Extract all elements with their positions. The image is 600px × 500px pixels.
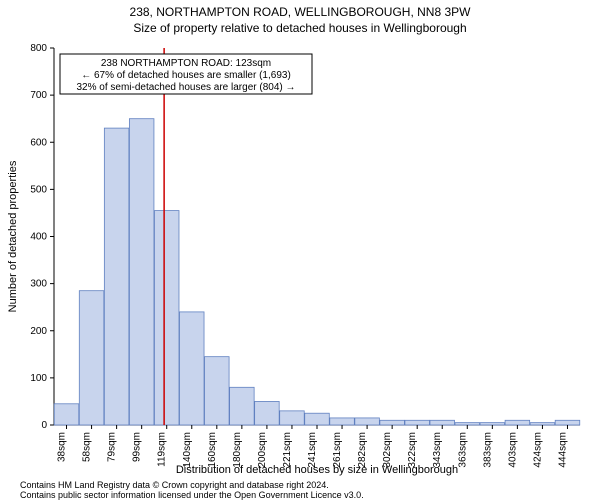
chart-subtitle: Size of property relative to detached ho… [133,21,466,35]
x-tick-label: 119sqm [157,432,168,467]
y-tick-label: 100 [30,373,47,384]
y-tick-label: 300 [30,279,47,290]
x-axis-label: Distribution of detached houses by size … [176,464,458,476]
histogram-bar [129,119,154,425]
x-tick-label: 99sqm [132,432,143,462]
histogram-bar [430,420,455,425]
x-tick-label: 261sqm [332,432,343,468]
x-tick-label: 241sqm [307,432,318,468]
footer-line1: Contains HM Land Registry data © Crown c… [20,480,329,490]
x-tick-label: 343sqm [432,432,443,468]
histogram-bar [355,418,380,425]
histogram-bar [555,420,580,425]
y-tick-label: 800 [30,43,47,54]
y-tick-label: 500 [30,184,47,195]
x-tick-label: 403sqm [507,432,518,468]
histogram-bar [480,423,505,425]
marker-line2: ← 67% of detached houses are smaller (1,… [81,70,291,81]
y-tick-label: 700 [30,90,47,101]
x-tick-label: 363sqm [457,432,468,468]
histogram-chart: 238, NORTHAMPTON ROAD, WELLINGBOROUGH, N… [0,0,600,500]
histogram-bar [54,404,79,425]
x-tick-label: 444sqm [557,432,568,468]
y-tick-label: 200 [30,326,47,337]
y-tick-label: 400 [30,232,47,243]
histogram-bar [380,420,405,425]
x-tick-label: 180sqm [232,432,243,468]
y-tick-label: 600 [30,137,47,148]
y-axis-label: Number of detached properties [7,160,19,312]
histogram-bar [305,413,330,425]
x-tick-label: 302sqm [382,432,393,468]
histogram-bar [405,420,430,425]
x-tick-label: 424sqm [532,432,543,468]
x-tick-label: 38sqm [57,432,68,462]
histogram-bar [455,423,480,425]
histogram-bar [330,418,355,425]
histogram-bar [205,357,230,425]
histogram-bar [230,387,255,425]
histogram-bar [104,128,129,425]
x-tick-label: 58sqm [82,432,93,462]
histogram-bar [79,291,104,425]
chart-container: 238, NORTHAMPTON ROAD, WELLINGBOROUGH, N… [0,0,600,500]
histogram-bar [505,420,530,425]
x-tick-label: 160sqm [207,432,218,468]
chart-title: 238, NORTHAMPTON ROAD, WELLINGBOROUGH, N… [130,5,472,19]
histogram-bar [154,211,179,425]
x-tick-label: 200sqm [257,432,268,468]
footer-line2: Contains public sector information licen… [20,490,364,500]
histogram-bar [280,411,305,425]
marker-line3: 32% of semi-detached houses are larger (… [76,82,295,93]
histogram-bar [179,312,204,425]
x-tick-label: 322sqm [407,432,418,468]
histogram-bar [255,401,280,425]
x-tick-label: 221sqm [282,432,293,468]
histogram-bar [530,423,555,425]
x-tick-label: 282sqm [357,432,368,468]
marker-line1: 238 NORTHAMPTON ROAD: 123sqm [101,58,271,69]
x-tick-label: 383sqm [482,432,493,468]
y-tick-label: 0 [41,420,47,431]
x-tick-label: 79sqm [107,432,118,462]
x-tick-label: 140sqm [182,432,193,468]
